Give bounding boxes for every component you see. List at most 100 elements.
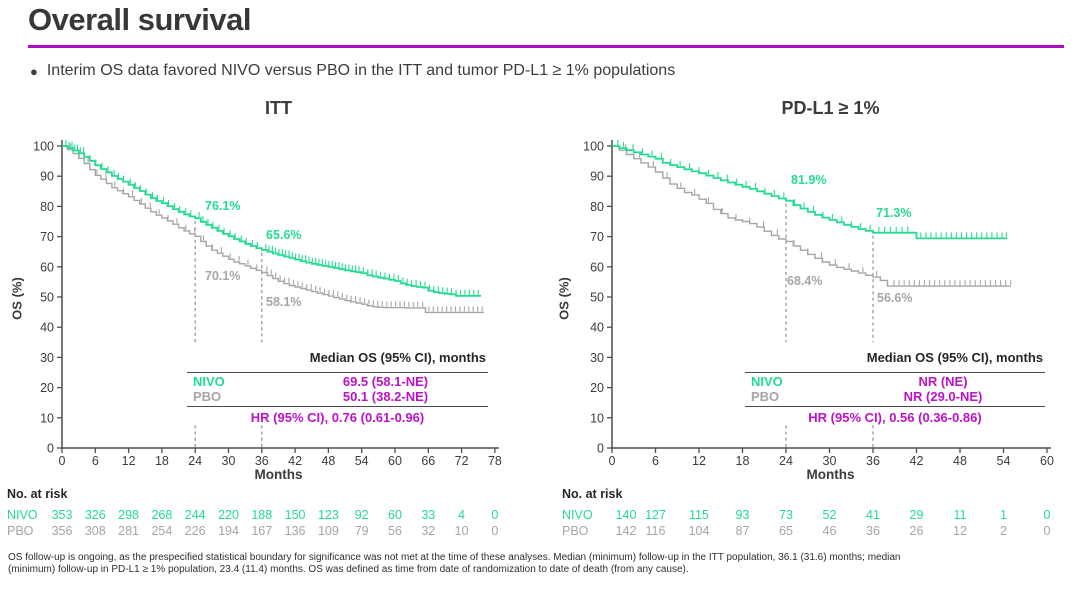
at-risk-value: 104 [689, 524, 710, 538]
svg-text:30: 30 [590, 351, 604, 365]
censor-ticks-nivo [617, 140, 1007, 238]
at-risk-value: 281 [118, 524, 139, 538]
at-risk-value: 2 [1000, 524, 1007, 538]
svg-text:60: 60 [388, 454, 402, 468]
at-risk-value: 0 [491, 508, 498, 522]
km-curve-pbo [612, 145, 1011, 287]
at-risk-value: 1 [1000, 508, 1007, 522]
svg-text:24: 24 [779, 454, 793, 468]
chart-pdl1: PD-L1 ≥ 1% 0 10 20 30 40 50 60 70 80 90 100 0 6 12 18 2… [540, 95, 1080, 543]
svg-text:36: 36 [866, 454, 880, 468]
svg-text:100: 100 [33, 140, 54, 154]
at-risk-value: 188 [251, 508, 272, 522]
svg-text:90: 90 [590, 170, 604, 184]
hazard-ratio: HR (95% CI), 0.56 (0.36-0.86) [808, 410, 982, 425]
at-risk-value: 244 [185, 508, 206, 522]
annotation-pbo-36mo: 56.6% [877, 291, 913, 305]
pbo-median-value: NR (29.0-NE) [903, 388, 983, 404]
nivo-median-value: 69.5 (58.1-NE) [342, 374, 429, 389]
at-risk-value: 142 [616, 524, 637, 538]
at-risk-value: 79 [355, 524, 369, 538]
svg-text:30: 30 [823, 454, 837, 468]
hazard-ratio: HR (95% CI), 0.76 (0.61-0.96) [250, 410, 425, 425]
km-curve-pbo [62, 145, 484, 314]
svg-text:30: 30 [222, 454, 236, 468]
at-risk-value: 33 [421, 508, 435, 522]
median-os-table-itt: Median OS (95% CI), months NIVO 69.5 (58… [187, 350, 488, 425]
at-risk-value: 268 [151, 508, 172, 522]
svg-text:40: 40 [40, 321, 54, 335]
at-risk-value: 52 [823, 508, 837, 522]
y-axis-label: OS (%) [556, 277, 572, 320]
at-risk-value: 220 [218, 508, 239, 522]
footnote-line-2: (minimum) follow-up in PD-L1 ≥ 1% popula… [8, 563, 689, 575]
at-risk-value: 115 [689, 508, 709, 522]
svg-text:18: 18 [155, 454, 169, 468]
table-row-nivo: NIVO 69.5 (58.1-NE) [187, 374, 488, 390]
svg-text:10: 10 [40, 411, 54, 425]
at-risk-value: 41 [866, 508, 880, 522]
at-risk-value: 127 [645, 508, 666, 522]
svg-text:72: 72 [455, 454, 469, 468]
at-risk-label-pbo: PBO [562, 524, 589, 538]
annotation-pbo-24mo: 68.4% [787, 274, 823, 288]
svg-text:12: 12 [122, 454, 136, 468]
at-risk-value: 93 [736, 508, 750, 522]
at-risk-value: 353 [52, 508, 73, 522]
km-curve-nivo [612, 145, 1008, 240]
at-risk-value: 32 [421, 524, 435, 538]
pbo-median-value: 50.1 (38.2-NE) [342, 388, 429, 404]
at-risk-value: 254 [151, 524, 172, 538]
at-risk-value: 326 [85, 508, 106, 522]
at-risk-label-pbo: PBO [7, 524, 34, 538]
svg-text:0: 0 [597, 442, 604, 456]
at-risk-value: 0 [1044, 508, 1051, 522]
svg-text:6: 6 [92, 454, 99, 468]
annotation-nivo-36mo: 71.3% [876, 206, 912, 220]
svg-text:54: 54 [997, 454, 1011, 468]
svg-text:24: 24 [188, 454, 202, 468]
at-risk-value: 29 [910, 508, 924, 522]
svg-text:36: 36 [255, 454, 269, 468]
svg-text:12: 12 [692, 454, 706, 468]
x-axis-label: Months [254, 467, 303, 482]
at-risk-value: 11 [954, 508, 967, 522]
annotation-pbo-36mo: 58.1% [266, 295, 302, 309]
svg-text:70: 70 [590, 230, 604, 244]
at-risk-value: 60 [388, 508, 402, 522]
at-risk-value: 308 [85, 524, 106, 538]
at-risk-value: 167 [251, 524, 272, 538]
svg-text:0: 0 [47, 442, 54, 456]
at-risk-value: 140 [616, 508, 637, 522]
svg-text:20: 20 [40, 381, 54, 395]
svg-text:42: 42 [910, 454, 924, 468]
svg-text:18: 18 [736, 454, 750, 468]
at-risk-value: 65 [779, 524, 793, 538]
svg-text:78: 78 [488, 454, 502, 468]
svg-text:66: 66 [421, 454, 435, 468]
bullet-point: ● Interim OS data favored NIVO versus PB… [30, 62, 675, 80]
at-risk-value: 356 [52, 524, 73, 538]
pbo-label: PBO [193, 388, 222, 404]
svg-text:0: 0 [59, 454, 66, 468]
at-risk-value: 26 [910, 524, 924, 538]
annotation-nivo-36mo: 65.6% [266, 228, 302, 242]
svg-text:60: 60 [40, 260, 54, 274]
at-risk-value: 109 [318, 524, 339, 538]
svg-text:0: 0 [609, 454, 616, 468]
no-at-risk-label: No. at risk [7, 487, 68, 501]
median-os-header: Median OS (95% CI), months [866, 350, 1043, 365]
censor-ticks-pbo [625, 144, 1012, 286]
svg-text:30: 30 [40, 351, 54, 365]
at-risk-value: 0 [491, 524, 498, 538]
svg-text:20: 20 [590, 381, 604, 395]
page-title: Overall survival [28, 2, 251, 37]
median-os-table-pdl1: Median OS (95% CI), months NIVO NR (NE) … [745, 350, 1045, 425]
bullet-icon: ● [30, 64, 38, 79]
median-os-header: Median OS (95% CI), months [309, 350, 486, 365]
nivo-label: NIVO [193, 374, 225, 389]
at-risk-value: 73 [779, 508, 793, 522]
at-risk-value: 116 [646, 524, 666, 538]
